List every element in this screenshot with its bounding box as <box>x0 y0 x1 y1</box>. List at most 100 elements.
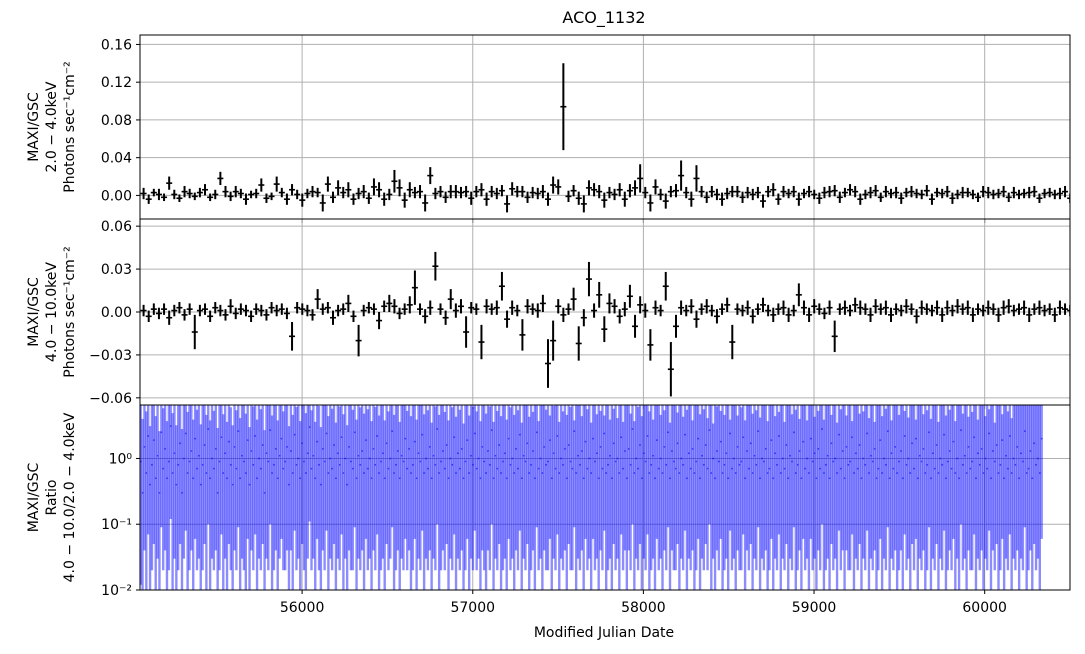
ratio-point <box>916 477 919 480</box>
y-tick-label: −0.03 <box>89 348 132 364</box>
ratio-point <box>580 450 583 452</box>
ratio-point <box>965 472 968 474</box>
ratio-point <box>560 457 563 460</box>
ratio-point <box>794 472 797 474</box>
ratio-point <box>686 477 688 480</box>
ratio-point <box>749 442 752 445</box>
ratio-point <box>393 472 395 474</box>
ratio-point <box>475 467 478 470</box>
ratio-point <box>331 467 334 470</box>
ratio-point <box>986 467 989 470</box>
ratio-point <box>303 460 305 463</box>
ratio-point <box>483 460 486 463</box>
ratio-point <box>622 467 624 470</box>
ratio-point <box>228 440 230 443</box>
ratio-point <box>181 491 183 494</box>
ratio-point <box>609 454 611 457</box>
ratio-point <box>680 457 683 460</box>
ratio-point <box>224 452 227 455</box>
ratio-point <box>380 460 382 463</box>
ratio-point <box>920 460 923 463</box>
ratio-point <box>350 460 352 463</box>
ratio-point <box>695 460 698 463</box>
ratio-point <box>552 452 555 455</box>
ratio-point <box>817 447 820 450</box>
ratio-point <box>823 472 825 474</box>
ratio-point <box>999 463 1002 466</box>
ratio-point <box>365 439 367 442</box>
ratio-point <box>1005 454 1007 457</box>
ratio-point <box>271 472 273 474</box>
ratio-point <box>809 437 812 440</box>
y-tick-label: 10⁰ <box>109 451 133 467</box>
ratio-point <box>1022 460 1024 463</box>
ratio-point <box>633 472 636 474</box>
y-axis-title-line: Ratio <box>44 480 60 516</box>
ratio-point <box>547 460 549 463</box>
ratio-point <box>458 467 461 470</box>
panel-frame <box>139 404 1071 591</box>
ratio-point <box>162 467 165 470</box>
ratio-point <box>928 431 930 434</box>
ratio-point <box>734 472 737 474</box>
ratio-point <box>719 440 722 443</box>
ratio-point <box>639 444 641 446</box>
ratio-point <box>978 463 981 466</box>
ratio-point <box>984 457 987 460</box>
ratio-point <box>946 460 949 463</box>
ratio-point <box>323 460 326 463</box>
ratio-point <box>338 463 341 466</box>
ratio-point <box>802 440 805 443</box>
y-axis-title-line: Photons sec⁻¹cm⁻² <box>62 61 78 193</box>
ratio-point <box>618 472 621 474</box>
ratio-point <box>248 483 251 486</box>
y-tick-label: 0.04 <box>101 151 132 167</box>
ratio-point <box>267 460 270 463</box>
ratio-point <box>565 477 568 480</box>
y-tick-label: 0.00 <box>101 305 132 321</box>
ratio-point <box>500 472 502 474</box>
ratio-point <box>637 467 640 470</box>
ratio-point <box>517 467 519 470</box>
ratio-point <box>147 435 150 437</box>
ratio-point <box>706 467 709 470</box>
ratio-point <box>727 477 730 480</box>
ratio-point <box>359 463 362 466</box>
ratio-point <box>532 450 534 452</box>
ratio-point <box>777 435 780 437</box>
ratio-point <box>329 457 332 460</box>
ratio-point <box>441 450 444 452</box>
ratio-point <box>269 429 272 431</box>
ratio-point <box>704 444 707 446</box>
ratio-point <box>485 472 487 474</box>
ratio-point <box>241 454 243 457</box>
chart-title: ACO_1132 <box>562 8 645 28</box>
ratio-point <box>579 463 581 466</box>
ratio-point <box>997 472 1000 474</box>
ratio-point <box>937 472 940 474</box>
y-tick-label: 0.16 <box>101 37 132 53</box>
ratio-point <box>145 472 148 474</box>
ratio-point <box>821 428 823 430</box>
ratio-point <box>896 472 899 474</box>
ratio-point <box>819 467 822 470</box>
ratio-point <box>434 463 437 466</box>
ratio-point <box>1014 463 1017 466</box>
ratio-point <box>164 447 166 450</box>
ratio-point <box>871 460 874 463</box>
ratio-point <box>721 472 724 474</box>
ratio-point <box>808 472 810 474</box>
ratio-point <box>515 447 517 450</box>
ratio-point <box>800 477 803 480</box>
ratio-point <box>569 460 572 463</box>
ratio-point <box>457 452 459 455</box>
ratio-point <box>462 477 465 480</box>
ratio-point <box>252 463 255 466</box>
ratio-point <box>539 457 542 460</box>
ratio-point <box>687 452 690 455</box>
ratio-point <box>646 435 649 437</box>
ratio-point <box>648 472 651 474</box>
ratio-point <box>158 491 161 494</box>
ratio-point <box>834 457 837 460</box>
